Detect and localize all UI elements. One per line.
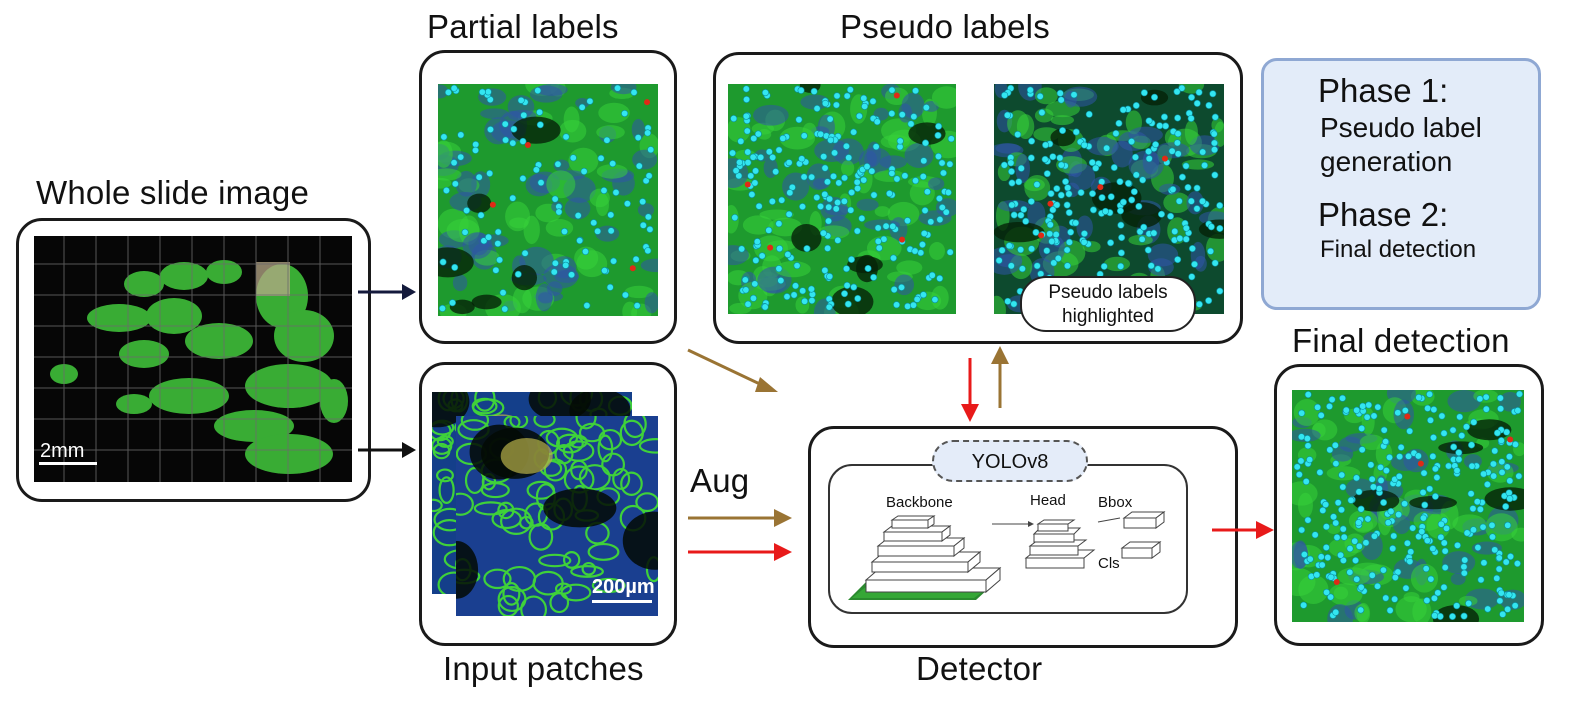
legend-phase1-title: Phase 1: <box>1318 72 1449 109</box>
legend-phase2-desc: Final detection <box>1320 236 1477 263</box>
patch-texture <box>456 416 658 616</box>
whole-slide-title: Whole slide image <box>36 174 310 211</box>
partial-to-detector-arrow <box>687 348 778 392</box>
final-detection-image <box>1292 390 1524 622</box>
patch-scale-bar <box>592 600 652 603</box>
legend-phase1-line2: generation <box>1320 146 1453 177</box>
wsi-to-partial-arrow <box>358 284 416 300</box>
detector-to-pseudo-brown-arrow <box>991 346 1009 408</box>
cls-label: Cls <box>1098 555 1120 572</box>
input-patch-front <box>456 416 658 616</box>
bbox-label: Bbox <box>1098 494 1133 511</box>
backbone-label: Backbone <box>886 494 953 511</box>
detector-to-final-red-arrow <box>1212 521 1274 539</box>
legend-phase2-title: Phase 2: <box>1318 196 1449 233</box>
pseudo-labels-image <box>728 84 956 314</box>
pseudo-labels-title: Pseudo labels <box>840 8 1050 45</box>
aug-label: Aug <box>690 462 750 499</box>
partial-labels-image <box>438 84 658 316</box>
pseudo-highlight-line1: Pseudo labels <box>1048 282 1168 303</box>
aug-red-arrow <box>688 543 792 561</box>
microscopy-texture <box>438 84 658 316</box>
partial-labels-title: Partial labels <box>427 8 619 45</box>
wsi-scale-bar-label: 2mm <box>40 440 85 462</box>
pseudo-highlight-line2: highlighted <box>1062 306 1154 327</box>
phase-legend <box>1261 58 1541 310</box>
microscopy-texture <box>1292 390 1524 622</box>
legend-phase1-line1: Pseudo label <box>1320 112 1482 143</box>
pseudo-highlight-pill: Pseudo labels highlighted <box>1020 276 1196 332</box>
pseudo-to-detector-red-arrow <box>961 358 979 422</box>
whole-slide-image <box>34 236 352 482</box>
wsi-svg <box>34 236 352 482</box>
aug-brown-arrow <box>688 509 792 527</box>
input-patches-title: Input patches <box>443 650 644 687</box>
yolov8-badge: YOLOv8 <box>932 440 1088 482</box>
final-detection-title: Final detection <box>1292 322 1510 359</box>
wsi-to-input-arrow <box>358 442 416 458</box>
patch-scale-bar-label: 200µm <box>592 576 655 598</box>
microscopy-texture <box>728 84 956 314</box>
head-label: Head <box>1030 492 1066 509</box>
detector-title: Detector <box>916 650 1043 687</box>
